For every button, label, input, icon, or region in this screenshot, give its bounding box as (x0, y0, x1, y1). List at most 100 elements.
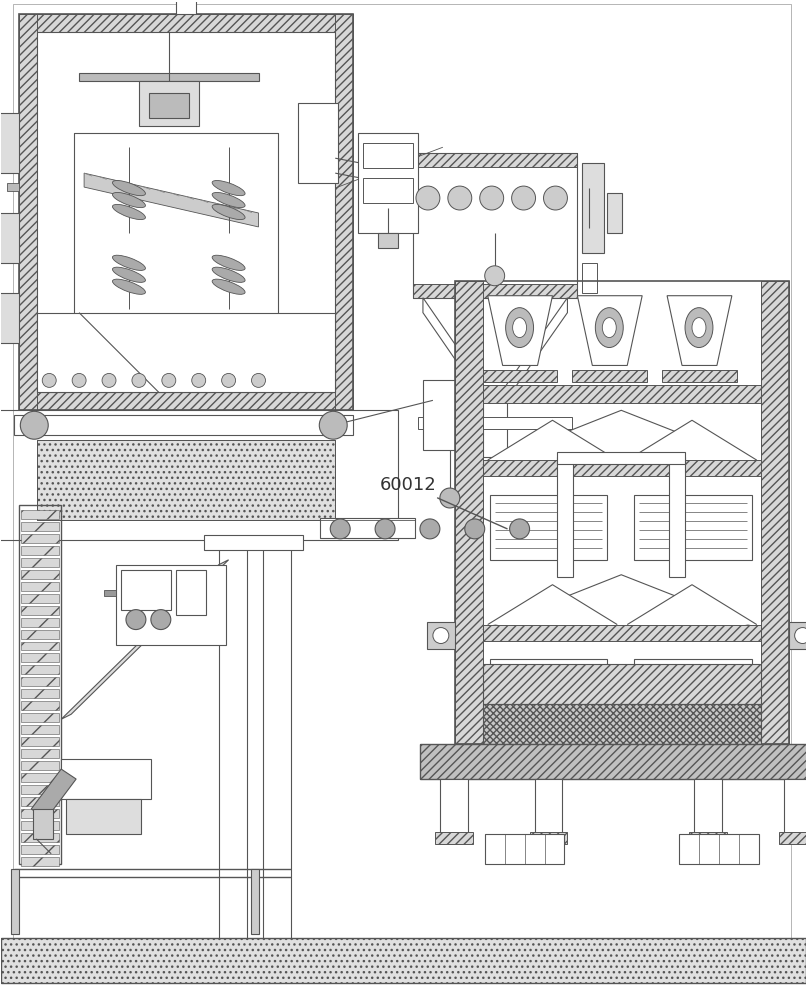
Bar (21, 761, 59, 770)
Bar (79, 73, 258, 81)
Bar (21, 737, 59, 746)
Circle shape (433, 628, 449, 644)
Bar (121, 570, 171, 610)
Ellipse shape (112, 255, 145, 270)
Circle shape (151, 610, 171, 630)
Bar (335, 14, 353, 410)
Bar (679, 834, 759, 864)
Bar (363, 143, 413, 168)
Bar (583, 263, 597, 293)
Bar (490, 659, 608, 714)
Bar (413, 153, 577, 298)
Bar (583, 163, 604, 253)
Bar (634, 495, 752, 560)
Ellipse shape (596, 308, 623, 348)
Bar (420, 744, 807, 779)
Bar (19, 505, 61, 864)
Bar (21, 857, 59, 866)
Bar (37, 372, 316, 388)
Bar (21, 833, 59, 842)
Bar (21, 809, 59, 818)
Bar (572, 370, 647, 382)
Bar (0, 410, 398, 540)
Bar (784, 779, 807, 834)
Bar (694, 779, 722, 834)
Circle shape (162, 373, 176, 387)
Ellipse shape (212, 180, 245, 196)
Circle shape (512, 186, 536, 210)
Bar (21, 677, 59, 686)
Ellipse shape (212, 204, 245, 220)
Bar (37, 313, 335, 392)
Bar (21, 546, 59, 555)
Bar (21, 510, 59, 519)
Ellipse shape (506, 308, 533, 348)
Bar (176, 570, 206, 615)
Circle shape (126, 610, 146, 630)
Circle shape (222, 373, 236, 387)
Bar (483, 370, 558, 382)
Bar (534, 779, 562, 834)
Bar (37, 32, 335, 392)
Bar (455, 281, 788, 744)
Bar (21, 725, 59, 734)
Bar (116, 565, 226, 645)
Bar (15, 415, 353, 435)
Polygon shape (667, 296, 732, 365)
Bar (483, 704, 761, 744)
Bar (250, 869, 258, 934)
Circle shape (132, 373, 146, 387)
Bar (37, 440, 335, 520)
Bar (440, 779, 468, 834)
Bar (19, 14, 37, 410)
Circle shape (485, 266, 504, 286)
Bar (358, 133, 418, 233)
Bar (21, 701, 59, 710)
Bar (413, 153, 577, 167)
Bar (483, 625, 761, 641)
Bar (21, 785, 59, 794)
Bar (483, 402, 507, 457)
Bar (363, 178, 413, 203)
Bar (0, 293, 19, 343)
Polygon shape (487, 420, 617, 460)
Bar (21, 845, 59, 854)
Polygon shape (577, 296, 642, 365)
Bar (490, 495, 608, 560)
Bar (662, 370, 737, 382)
Bar (423, 380, 478, 450)
Bar (21, 665, 59, 674)
Ellipse shape (112, 180, 145, 196)
Bar (21, 606, 59, 615)
Circle shape (330, 519, 350, 539)
Bar (320, 518, 415, 538)
Ellipse shape (212, 255, 245, 270)
Bar (427, 622, 455, 649)
Bar (2, 938, 805, 983)
Circle shape (440, 488, 460, 508)
Bar (139, 81, 199, 126)
Bar (148, 93, 189, 118)
Bar (74, 309, 278, 323)
Circle shape (320, 411, 347, 439)
Bar (176, 0, 196, 14)
Bar (21, 821, 59, 830)
Bar (21, 749, 59, 758)
Text: 60012: 60012 (380, 476, 507, 529)
Bar (299, 103, 338, 183)
Circle shape (795, 628, 807, 644)
Polygon shape (423, 298, 485, 402)
Bar (483, 460, 761, 476)
Bar (19, 392, 353, 410)
Circle shape (479, 186, 504, 210)
Ellipse shape (212, 267, 245, 282)
Bar (19, 14, 353, 32)
Bar (689, 832, 727, 844)
Bar (779, 832, 807, 844)
Circle shape (375, 519, 395, 539)
Bar (378, 233, 398, 248)
Bar (7, 183, 19, 191)
Bar (21, 653, 59, 662)
Bar (2, 938, 805, 983)
Bar (413, 284, 577, 298)
